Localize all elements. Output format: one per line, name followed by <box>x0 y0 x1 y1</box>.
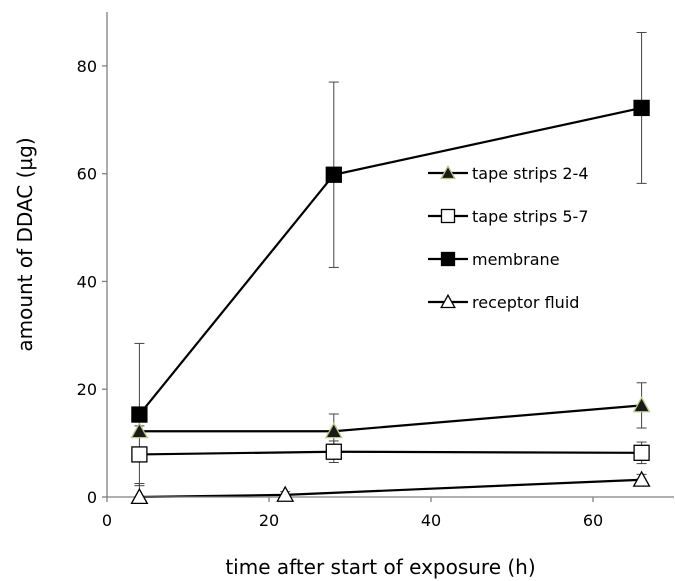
y-axis-title: amount of DDAC (µg) <box>13 137 37 351</box>
x-tick-label: 0 <box>102 511 112 530</box>
legend-marker-tape-strips-2-4 <box>440 164 456 180</box>
x-tick-label: 20 <box>259 511 279 530</box>
series-line-membrane <box>138 106 642 416</box>
legend: tape strips 2-4 tape strips 5-7 membrane re… <box>428 164 589 312</box>
y-tick-label: 0 <box>87 488 97 507</box>
y-tick-label: 20 <box>77 380 97 399</box>
series-line-tape-strips-2-4 <box>139 404 642 433</box>
markers <box>130 99 651 505</box>
x-tick-label: 40 <box>421 511 441 530</box>
legend-marker-membrane <box>440 251 456 267</box>
data-point-tape-strips-2-4 <box>632 396 651 413</box>
data-point-membrane <box>325 166 342 183</box>
legend-label-receptor-fluid: receptor fluid <box>472 293 579 312</box>
legend-label-tape-strips-5-7: tape strips 5-7 <box>472 207 589 226</box>
data-point-membrane <box>633 99 650 117</box>
data-point-receptor-fluid <box>276 485 295 502</box>
series-line-tape-strips-5-7 <box>139 450 642 456</box>
legend-label-membrane: membrane <box>472 250 560 269</box>
data-point-receptor-fluid <box>130 487 149 505</box>
y-tick-label: 40 <box>77 272 97 291</box>
data-point-membrane <box>131 406 148 423</box>
data-point-tape-strips-5-7 <box>325 443 342 460</box>
y-tick-label: 60 <box>77 165 97 184</box>
legend-marker-receptor-fluid <box>440 293 456 309</box>
data-point-receptor-fluid <box>632 470 651 487</box>
x-tick-label: 60 <box>583 511 603 530</box>
axes <box>106 12 674 498</box>
data-point-tape-strips-5-7 <box>131 446 148 463</box>
x-axis-title: time after start of exposure (h) <box>225 555 535 579</box>
data-point-tape-strips-2-4 <box>130 422 149 439</box>
legend-marker-tape-strips-5-7 <box>440 208 456 224</box>
series-line-receptor-fluid <box>139 478 642 499</box>
legend-label-tape-strips-2-4: tape strips 2-4 <box>472 164 589 183</box>
data-point-tape-strips-5-7 <box>633 444 650 461</box>
ticks: 0 20 40 60 80 0 20 40 60 <box>77 57 604 530</box>
y-tick-label: 80 <box>77 57 97 76</box>
data-point-tape-strips-2-4 <box>324 422 343 439</box>
